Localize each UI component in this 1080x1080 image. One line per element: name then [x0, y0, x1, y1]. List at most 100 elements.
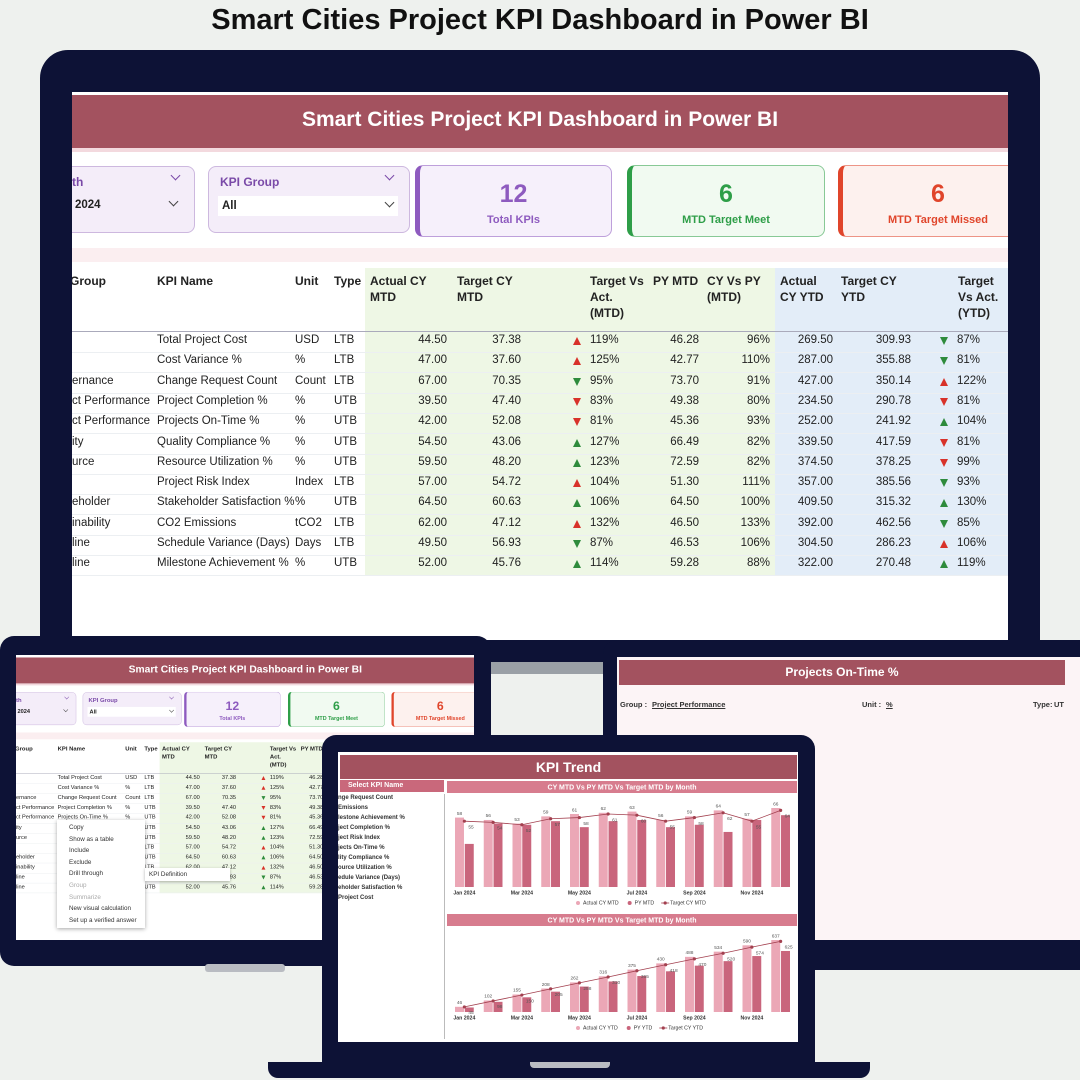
kpi-card: [838, 165, 1008, 237]
table-cell: 104%: [590, 476, 620, 489]
kpi-value: 12: [225, 698, 240, 713]
table-cell: USD: [295, 334, 320, 346]
table-cell: 378.25: [875, 455, 911, 468]
table-cell: Count: [125, 793, 141, 800]
table-cell: 42.77: [670, 354, 699, 367]
menu-item[interactable]: Copy: [69, 824, 84, 831]
menu-item[interactable]: Set up a verified answer: [69, 916, 137, 924]
trend-arrow: [573, 357, 581, 366]
table-cell: UTB: [144, 833, 156, 840]
mtd-band: [365, 268, 775, 576]
table-cell: 59.28: [670, 557, 699, 570]
table-cell: LTB: [334, 516, 355, 529]
table-cell: 66.49: [670, 435, 699, 448]
slicer-value: 2024: [75, 199, 101, 211]
slicer-item[interactable]: nge Request Count: [338, 795, 393, 801]
slicer-item[interactable]: ject Risk Index: [338, 835, 381, 841]
banner: [340, 755, 797, 779]
banner-title: KPI Trend: [535, 759, 602, 775]
slicer-item[interactable]: lity Compliance %: [338, 855, 390, 861]
table-cell: 54.72: [221, 843, 237, 850]
table-cell: 43.06: [221, 823, 237, 830]
table-cell: UTB: [334, 496, 357, 509]
slicer: [16, 691, 77, 725]
table-cell: 72.59: [670, 455, 699, 468]
table-cell: 111%: [742, 476, 770, 489]
menu-item[interactable]: Exclude: [69, 858, 92, 866]
table-cell: 123%: [269, 833, 285, 840]
table-cell: 427.00: [797, 374, 833, 387]
table-cell: 93%: [957, 476, 981, 489]
table-cell: 73.70: [309, 793, 324, 800]
table-cell: 39.50: [418, 394, 447, 407]
table-cell: 44.50: [418, 334, 447, 346]
table-cell: 67.00: [418, 374, 447, 387]
slicer-item[interactable]: edule Variance (Days): [338, 875, 401, 881]
menu-item: Group: [69, 882, 87, 889]
table-cell: ct Performance: [16, 803, 55, 810]
kpi-value: 6: [719, 180, 733, 208]
column-header: KPI Name: [157, 274, 214, 288]
submenu-item[interactable]: KPI Definition: [145, 868, 230, 881]
column-header: Target CY YTD: [841, 274, 897, 304]
table-cell: Schedule Variance (Days): [157, 537, 290, 549]
table-cell: UTB: [144, 823, 156, 830]
table-cell: LTB: [334, 537, 355, 549]
table-cell: 287.00: [797, 354, 833, 367]
trend-arrow: [940, 337, 948, 345]
menu-item[interactable]: Drill through: [69, 870, 103, 878]
table-cell: 286.23: [875, 537, 911, 549]
slicer-header: [340, 780, 444, 792]
column-header: Type: [334, 274, 362, 288]
table-cell: 304.50: [797, 537, 833, 549]
table-cell: 87%: [269, 873, 282, 880]
table-cell: 64.50: [185, 853, 200, 860]
menu-item[interactable]: Include: [69, 847, 90, 855]
slicer-item[interactable]: ject Completion %: [338, 825, 391, 831]
row-rule: [72, 494, 1008, 496]
table-cell: 127%: [590, 435, 620, 448]
scrollbar: [444, 794, 445, 1039]
table-cell: 133%: [740, 516, 770, 529]
table-cell: 44.50: [185, 774, 200, 780]
slicer-item[interactable]: Project Cost: [338, 895, 374, 901]
table-cell: Total Project Cost: [157, 334, 248, 346]
table-cell: 95%: [269, 793, 282, 800]
table-cell: Total Project Cost: [57, 774, 102, 780]
table-cell: 355.88: [875, 354, 911, 367]
table-cell: urce: [72, 455, 95, 468]
table-cell: 59.28: [309, 883, 324, 890]
table-cell: LTB: [334, 374, 355, 387]
menu-item[interactable]: Show as a table: [69, 835, 114, 843]
trend-arrow: [573, 519, 581, 528]
table-cell: 123%: [590, 455, 620, 468]
slicer-item[interactable]: Emissions: [338, 805, 369, 811]
table-cell: 60.63: [492, 496, 521, 509]
table-cell: 130%: [957, 496, 987, 509]
table-cell: 462.56: [875, 516, 911, 529]
table-cell: 47.00: [418, 354, 447, 367]
column-header: Target Vs Act. (MTD): [269, 744, 297, 768]
table-cell: eholder: [72, 496, 111, 509]
table-cell: 45.76: [221, 883, 237, 890]
table-cell: 106%: [590, 496, 620, 509]
table-cell: UTB: [334, 455, 357, 468]
trend-arrow: [261, 855, 266, 860]
table-cell: 106%: [740, 537, 770, 549]
slicer-item[interactable]: eholder Satisfaction %: [338, 885, 403, 891]
slicer-item[interactable]: ource Utilization %: [338, 865, 392, 871]
table-cell: 106%: [957, 537, 987, 549]
left-monitor-base: [205, 964, 285, 972]
slicer-item[interactable]: jects On-Time %: [338, 845, 385, 851]
table-cell: 52.00: [185, 883, 200, 890]
table-cell: UTB: [334, 415, 357, 428]
kpi-card: [415, 165, 612, 237]
slicer-value: 2024: [17, 707, 31, 714]
unit-label: Unit :: [862, 700, 882, 709]
slicer-item[interactable]: lestone Achievement %: [338, 815, 405, 821]
table-cell: LTB: [144, 863, 155, 870]
table-cell: 37.38: [492, 334, 521, 346]
table-cell: ernance: [72, 374, 114, 387]
table-cell: 59.50: [418, 455, 447, 468]
menu-item[interactable]: New visual calculation: [69, 905, 131, 913]
